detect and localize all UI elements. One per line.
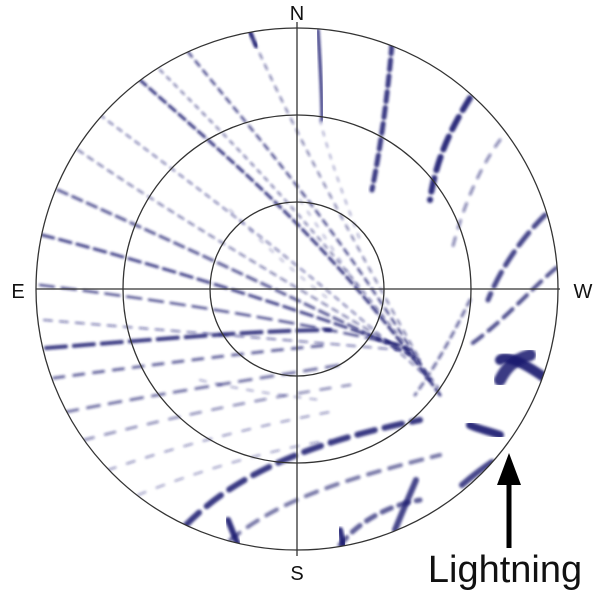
source-streak xyxy=(56,188,422,362)
source-streak xyxy=(38,283,402,347)
source-streak xyxy=(99,114,431,381)
source-streak xyxy=(248,30,258,48)
source-streak xyxy=(199,379,321,401)
source-streak xyxy=(228,453,442,542)
lightning-arrow-icon xyxy=(497,453,521,548)
source-streak xyxy=(40,233,412,352)
source-streaks xyxy=(36,28,558,550)
source-streak xyxy=(494,349,536,386)
source-streak xyxy=(413,298,472,397)
source-streak xyxy=(466,421,504,439)
source-streak xyxy=(459,459,495,488)
source-streak xyxy=(319,119,361,241)
sky-grid xyxy=(35,22,560,556)
source-streak xyxy=(225,517,241,548)
source-streak xyxy=(159,69,441,391)
source-streak xyxy=(183,417,423,528)
source-streak xyxy=(64,363,342,414)
source-streak xyxy=(450,138,502,252)
west-label: W xyxy=(574,281,593,303)
source-streak xyxy=(337,527,347,550)
source-streak xyxy=(52,343,332,380)
lightning-label: Lightning xyxy=(428,549,582,591)
source-streak xyxy=(186,50,432,382)
north-label: N xyxy=(290,3,304,25)
source-streak xyxy=(44,328,332,350)
source-streak xyxy=(485,212,548,303)
source-streak xyxy=(468,266,558,347)
source-streak xyxy=(138,78,442,397)
source-streak xyxy=(316,28,324,122)
source-streak xyxy=(137,439,331,496)
south-label: S xyxy=(290,563,303,585)
source-streak xyxy=(82,383,352,442)
source-streak xyxy=(369,41,395,193)
east-label: E xyxy=(11,281,24,303)
source-streak xyxy=(337,497,423,548)
source-streak xyxy=(107,409,341,471)
source-streak xyxy=(229,209,331,301)
source-streak xyxy=(392,477,419,533)
source-streak xyxy=(249,31,421,361)
source-streak xyxy=(77,149,421,361)
source-streak xyxy=(427,95,473,203)
